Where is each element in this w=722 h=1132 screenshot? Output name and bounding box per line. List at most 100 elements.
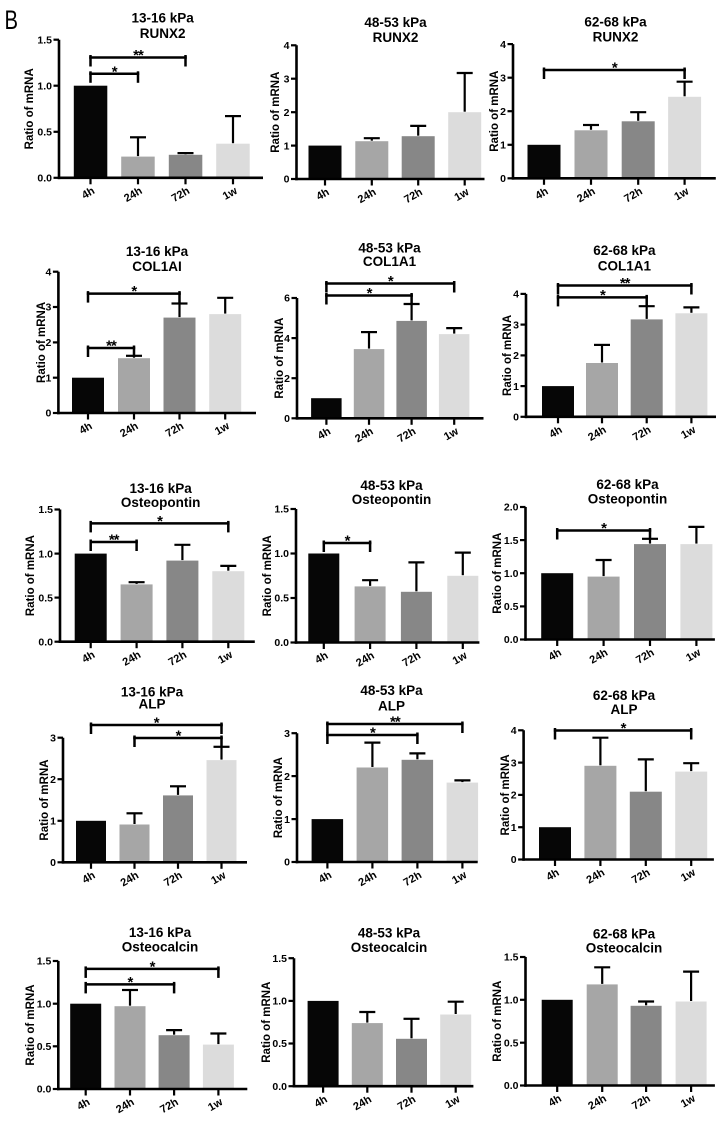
svg-text:*: * <box>150 958 156 975</box>
svg-text:72h: 72h <box>630 867 653 887</box>
svg-text:1.5: 1.5 <box>272 953 287 965</box>
svg-text:*: * <box>600 287 606 304</box>
svg-text:24h: 24h <box>353 425 376 445</box>
svg-text:*: * <box>388 273 394 290</box>
svg-text:72h: 72h <box>634 647 657 667</box>
svg-text:48-53 kPa: 48-53 kPa <box>360 478 423 493</box>
svg-text:4: 4 <box>513 289 519 301</box>
svg-text:13-16 kPa: 13-16 kPa <box>129 481 192 496</box>
svg-text:24h: 24h <box>118 420 141 440</box>
svg-text:Ratio of mRNA: Ratio of mRNA <box>270 72 282 153</box>
svg-text:3: 3 <box>50 732 56 744</box>
svg-text:4: 4 <box>500 39 506 51</box>
svg-text:4: 4 <box>284 333 290 345</box>
svg-text:Ratio of mRNA: Ratio of mRNA <box>262 535 274 616</box>
svg-text:1.0: 1.0 <box>504 995 519 1007</box>
svg-text:4h: 4h <box>544 867 561 884</box>
svg-text:4h: 4h <box>312 1093 329 1110</box>
svg-text:*: * <box>112 63 118 80</box>
svg-text:1w: 1w <box>206 1096 225 1114</box>
svg-text:72h: 72h <box>402 186 425 206</box>
svg-text:4h: 4h <box>80 185 97 202</box>
svg-text:1.5: 1.5 <box>38 504 53 516</box>
svg-text:RUNX2: RUNX2 <box>140 26 186 41</box>
svg-text:13-16 kPa: 13-16 kPa <box>121 685 184 700</box>
svg-text:24h: 24h <box>586 1093 609 1113</box>
svg-text:48-53 kPa: 48-53 kPa <box>358 241 421 256</box>
svg-text:4h: 4h <box>547 647 564 664</box>
svg-text:0.0: 0.0 <box>504 1080 519 1092</box>
svg-text:1.5: 1.5 <box>37 956 52 968</box>
svg-text:0: 0 <box>284 413 290 425</box>
svg-text:62-68 kPa: 62-68 kPa <box>593 688 656 703</box>
svg-text:24h: 24h <box>575 185 598 205</box>
svg-text:**: ** <box>390 714 401 731</box>
svg-text:Osteocalcin: Osteocalcin <box>351 940 428 955</box>
svg-text:24h: 24h <box>119 869 142 889</box>
svg-text:1.0: 1.0 <box>272 996 287 1008</box>
svg-text:ALP: ALP <box>611 702 638 717</box>
svg-text:2: 2 <box>46 337 52 349</box>
svg-text:4h: 4h <box>547 1093 564 1110</box>
svg-text:2.0: 2.0 <box>504 502 519 514</box>
svg-text:Ratio of mRNA: Ratio of mRNA <box>274 318 286 399</box>
svg-text:3: 3 <box>511 757 517 769</box>
svg-text:Ratio of mRNA: Ratio of mRNA <box>36 302 48 383</box>
svg-text:Ratio of mRNA: Ratio of mRNA <box>273 757 285 838</box>
svg-text:4h: 4h <box>313 650 330 667</box>
svg-text:0: 0 <box>284 857 290 869</box>
svg-text:1: 1 <box>50 816 56 828</box>
svg-text:1: 1 <box>284 814 290 826</box>
svg-text:72h: 72h <box>630 1093 653 1113</box>
svg-text:3: 3 <box>500 72 506 84</box>
svg-text:0: 0 <box>500 173 506 185</box>
svg-text:Ratio of mRNA: Ratio of mRNA <box>261 982 273 1063</box>
svg-text:Ratio of mRNA: Ratio of mRNA <box>500 754 512 835</box>
svg-text:0: 0 <box>511 854 517 866</box>
svg-text:4h: 4h <box>80 649 97 666</box>
svg-text:*: * <box>612 60 618 77</box>
svg-text:4h: 4h <box>80 869 97 886</box>
svg-text:*: * <box>345 533 351 550</box>
svg-text:ALP: ALP <box>378 698 405 713</box>
svg-text:1.0: 1.0 <box>274 548 289 560</box>
svg-text:2: 2 <box>50 774 56 786</box>
svg-text:2: 2 <box>511 790 517 802</box>
svg-text:0.5: 0.5 <box>504 1037 519 1049</box>
svg-text:1.0: 1.0 <box>37 80 52 92</box>
svg-text:0: 0 <box>50 857 56 869</box>
svg-text:RUNX2: RUNX2 <box>593 29 639 44</box>
svg-text:1w: 1w <box>679 1092 698 1110</box>
svg-text:62-68 kPa: 62-68 kPa <box>584 15 647 30</box>
svg-text:*: * <box>367 285 373 302</box>
svg-text:2: 2 <box>284 771 290 783</box>
svg-text:4h: 4h <box>547 424 564 441</box>
svg-text:0.5: 0.5 <box>37 1041 52 1053</box>
svg-text:0.0: 0.0 <box>37 173 52 185</box>
svg-text:24h: 24h <box>354 650 377 670</box>
svg-text:0.0: 0.0 <box>504 634 519 646</box>
svg-text:COL1AI: COL1AI <box>132 259 182 274</box>
svg-text:Ratio of mRNA: Ratio of mRNA <box>492 981 504 1062</box>
svg-text:*: * <box>621 720 627 737</box>
svg-text:0.0: 0.0 <box>272 1081 287 1093</box>
svg-text:72h: 72h <box>400 650 423 670</box>
svg-text:72h: 72h <box>166 649 189 669</box>
svg-text:4h: 4h <box>77 420 94 437</box>
svg-text:**: ** <box>109 532 120 549</box>
svg-text:2: 2 <box>284 107 290 119</box>
svg-text:72h: 72h <box>162 869 185 889</box>
svg-text:24h: 24h <box>356 869 379 889</box>
svg-text:72h: 72h <box>631 424 654 444</box>
svg-text:0.5: 0.5 <box>37 127 52 139</box>
svg-text:1.0: 1.0 <box>37 998 52 1010</box>
svg-text:*: * <box>157 513 163 530</box>
svg-text:Osteopontin: Osteopontin <box>588 492 668 507</box>
svg-text:24h: 24h <box>351 1093 374 1113</box>
svg-text:Ratio of mRNA: Ratio of mRNA <box>39 759 51 840</box>
svg-text:1w: 1w <box>442 425 461 443</box>
svg-text:48-53 kPa: 48-53 kPa <box>358 926 421 941</box>
svg-text:Ratio of mRNA: Ratio of mRNA <box>25 535 37 616</box>
svg-text:1.5: 1.5 <box>504 952 519 964</box>
svg-text:1w: 1w <box>221 185 240 203</box>
